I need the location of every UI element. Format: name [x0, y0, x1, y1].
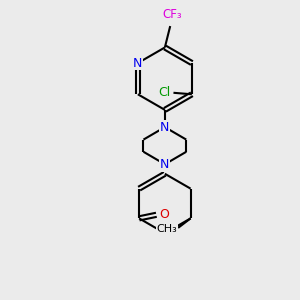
Text: CH₃: CH₃ — [156, 224, 177, 234]
Text: N: N — [160, 121, 170, 134]
Text: N: N — [160, 158, 170, 171]
Text: Cl: Cl — [158, 86, 171, 99]
Text: N: N — [133, 57, 142, 70]
Text: CF₃: CF₃ — [162, 8, 182, 21]
Text: O: O — [160, 208, 170, 221]
